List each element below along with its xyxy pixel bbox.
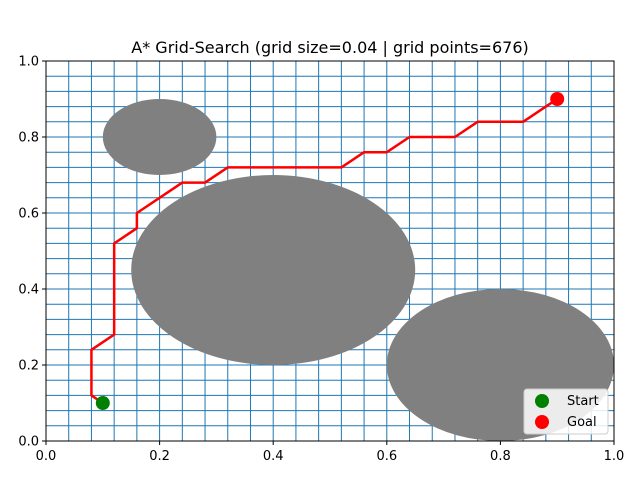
y-axis: 0.0 0.2 0.4 0.6 0.8 1.0 [18,55,46,450]
x-tick-label: 0.4 [263,449,284,464]
start-point [95,396,110,410]
path-line [90,97,558,405]
legend-marker-goal [535,415,549,429]
x-tick-label: 1.0 [604,449,625,464]
y-tick-label: 0.0 [18,435,39,450]
y-tick-label: 0.6 [18,207,39,222]
obstacle [102,99,217,175]
legend-marker-start [535,394,549,408]
x-tick-label: 0.8 [490,449,511,464]
y-tick-label: 0.8 [18,131,39,146]
y-tick-label: 1.0 [18,55,39,70]
x-tick-label: 0.2 [149,449,170,464]
x-tick-label: 0.0 [36,449,57,464]
obstacle [131,175,416,365]
legend-label-start: Start [567,394,599,409]
legend-label-goal: Goal [567,415,597,430]
chart-title: A* Grid-Search (grid size=0.04 | grid po… [131,38,528,57]
points-layer [95,92,565,410]
y-tick-label: 0.4 [18,283,39,298]
legend: Start Goal [523,388,609,435]
plot-frame [45,60,615,442]
goal-point [550,92,565,106]
x-axis: 0.0 0.2 0.4 0.6 0.8 1.0 [36,441,625,464]
x-tick-label: 0.6 [376,449,397,464]
path-layer [90,97,558,405]
y-tick-label: 0.2 [18,359,39,374]
